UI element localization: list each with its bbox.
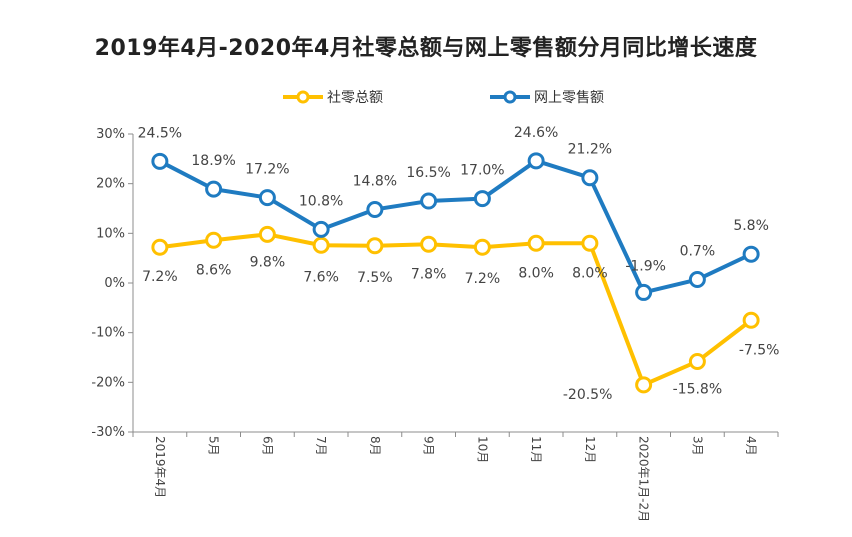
data-label: 7.8%	[411, 266, 447, 282]
data-label: 10.8%	[299, 193, 343, 209]
data-point	[366, 237, 384, 255]
axes: -30% -20% -10% 0% 10% 20% 30% 2019年4月 5月 6月 7月 8月 9月…	[91, 127, 779, 522]
data-point	[473, 190, 491, 208]
y-tick-label: -20%	[91, 375, 125, 390]
data-point	[205, 180, 223, 198]
data-label: 17.2%	[245, 162, 289, 178]
data-point	[635, 283, 653, 301]
data-labels: 7.2% 8.6% 9.8% 7.6% 7.5% 7.8% 7.2% 8.0% 8.0% -20.…	[138, 125, 780, 403]
x-tick-label: 7月	[314, 436, 328, 456]
legend: 社零总额 网上零售额	[283, 90, 604, 106]
data-point	[527, 152, 545, 170]
data-point	[312, 220, 330, 238]
x-tick-label: 3月	[690, 436, 704, 456]
data-point	[527, 234, 545, 252]
data-label: -1.9%	[625, 258, 666, 274]
x-tick-label: 11月	[529, 436, 543, 463]
data-point	[366, 200, 384, 218]
data-label: 7.2%	[142, 269, 178, 285]
x-tick-label: 4月	[744, 436, 758, 456]
y-tick-label: 20%	[96, 177, 125, 192]
x-tick-label: 12月	[583, 436, 597, 463]
data-label: 24.5%	[138, 125, 182, 141]
y-tick-label: -10%	[91, 326, 125, 341]
data-point	[635, 376, 653, 394]
data-point	[312, 236, 330, 254]
data-label: -20.5%	[563, 387, 613, 403]
data-label: 8.6%	[196, 262, 232, 278]
data-point	[581, 234, 599, 252]
data-label: 8.0%	[518, 265, 554, 281]
data-point	[205, 231, 223, 249]
series-line	[158, 158, 752, 295]
y-tick-label: -30%	[91, 425, 125, 440]
data-point	[742, 311, 760, 329]
data-point	[151, 152, 169, 170]
x-tick-label: 2020年1月-2月	[637, 436, 651, 522]
data-label: 17.0%	[460, 163, 504, 179]
data-point	[742, 245, 760, 263]
legend-marker	[503, 90, 517, 104]
data-point	[420, 235, 438, 253]
x-tick-label: 6月	[260, 436, 274, 456]
data-label: -15.8%	[673, 381, 723, 397]
data-label: 7.6%	[303, 269, 339, 285]
x-tick-label: 10月	[475, 436, 489, 463]
x-tick-label: 8月	[368, 436, 382, 456]
data-label: 16.5%	[406, 165, 450, 181]
data-label: 0.7%	[680, 244, 716, 260]
data-label: -7.5%	[739, 342, 780, 358]
data-label: 18.9%	[191, 153, 235, 169]
data-label: 5.8%	[733, 218, 769, 234]
data-point	[473, 238, 491, 256]
data-point	[688, 352, 706, 370]
data-point	[151, 238, 169, 256]
data-point	[258, 225, 276, 243]
x-tick-label: 9月	[422, 436, 436, 456]
legend-label: 网上零售额	[534, 90, 604, 106]
data-label: 24.6%	[514, 125, 558, 141]
y-tick-label: 30%	[96, 127, 125, 142]
data-point	[581, 169, 599, 187]
data-label: 7.5%	[357, 270, 393, 286]
data-label: 14.8%	[353, 173, 397, 189]
chart-title: 2019年4月-2020年4月社零总额与网上零售额分月同比增长速度	[94, 36, 758, 61]
data-label: 8.0%	[572, 265, 608, 281]
data-point	[258, 189, 276, 207]
data-label: 9.8%	[250, 254, 286, 270]
y-tick-label: 0%	[104, 276, 125, 291]
y-tick-label: 10%	[96, 226, 125, 241]
legend-label: 社零总额	[327, 90, 383, 106]
x-tick-label: 5月	[207, 436, 221, 456]
x-tick-label: 2019年4月	[153, 436, 167, 498]
series-layer	[151, 152, 760, 394]
data-label: 7.2%	[465, 271, 501, 287]
series-line	[159, 232, 753, 387]
data-point	[688, 271, 706, 289]
data-point	[420, 192, 438, 210]
legend-marker	[296, 90, 310, 104]
data-label: 21.2%	[568, 142, 612, 158]
